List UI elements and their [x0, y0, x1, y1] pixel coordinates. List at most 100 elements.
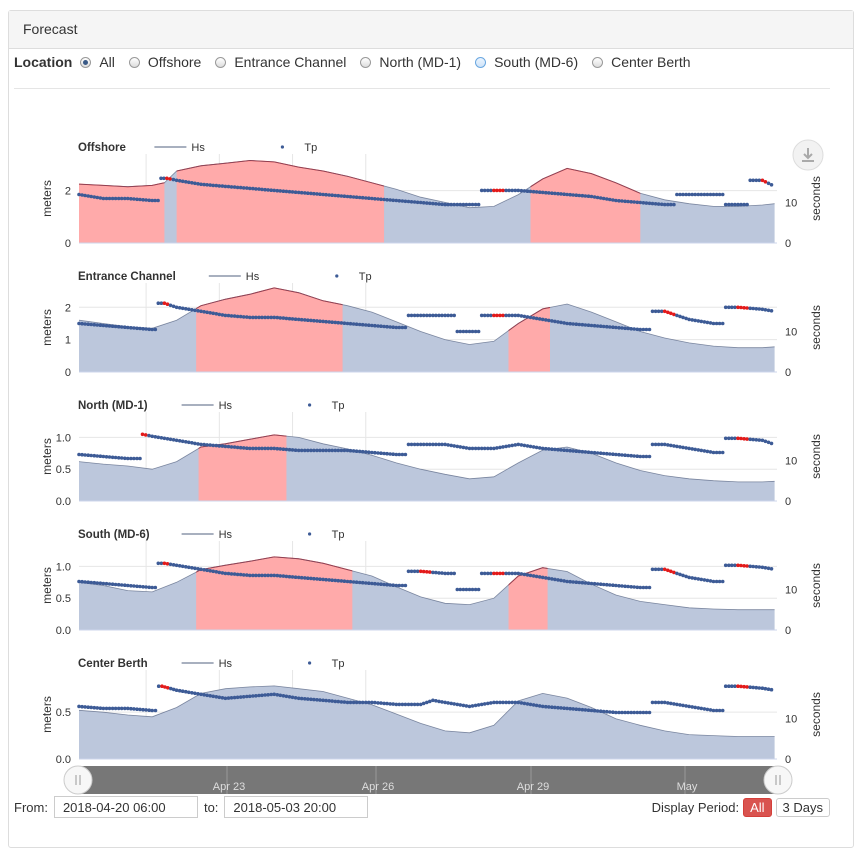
chart-3-tp-point	[263, 573, 267, 578]
from-date-input[interactable]	[53, 796, 198, 818]
chart-1-tp-point	[641, 327, 646, 332]
chart-1-tp-point	[595, 324, 600, 328]
chart-3-tp-point	[684, 574, 688, 579]
chart-3-tp-point	[220, 571, 225, 575]
chart-3-tp-point	[312, 576, 316, 581]
chart-3-tp-point	[769, 567, 774, 571]
chart-3-tp-point	[632, 585, 636, 589]
chart-2-tp-point	[754, 438, 759, 442]
chart-3-tp-point	[656, 567, 661, 572]
chart-2-tp-point	[544, 446, 548, 451]
navigator-right-handle[interactable]	[763, 765, 793, 795]
location-radio-north[interactable]: North (MD-1)	[360, 54, 461, 70]
chart-1-tp-point	[635, 327, 640, 332]
chart-2-tp-point	[373, 450, 377, 455]
chart-3-tp-point	[696, 577, 701, 581]
period-3days-button[interactable]: 3 Days	[775, 797, 830, 817]
chart-4-tp-point	[467, 704, 472, 709]
chart-2-tp-point	[180, 439, 185, 444]
chart-3-tp-point	[544, 576, 548, 580]
chart-3-tp-point	[184, 565, 188, 569]
chart-4-tp-point	[699, 706, 704, 711]
location-radio-offshore[interactable]: Offshore	[128, 54, 201, 70]
chart-1-tp-point	[248, 315, 252, 320]
chart-4-tp-point	[595, 709, 600, 713]
chart-4-tp-point	[498, 700, 502, 705]
chart-0-tp-point	[720, 192, 725, 197]
chart-3-tp-point	[321, 577, 325, 582]
chart-0-tp-point	[486, 188, 490, 193]
chart-2-tp-point	[482, 446, 487, 451]
export-button[interactable]	[792, 139, 824, 171]
chart-1-tp-point	[757, 307, 762, 311]
chart-4-tp-point	[318, 698, 322, 702]
chart-0-tp-point	[312, 191, 316, 196]
location-radio-entrance-channel[interactable]: Entrance Channel	[215, 54, 346, 70]
chart-3-tp-point	[80, 579, 84, 584]
chart-1-hs-line	[78, 287, 775, 349]
chart-2-tp-point	[129, 456, 133, 461]
chart-2-tp-point	[123, 456, 127, 461]
chart-1-tp-point	[583, 323, 588, 327]
chart-4-tp-point	[470, 704, 475, 708]
chart-2-tp-point	[708, 450, 713, 454]
chart-2-tp-point	[598, 451, 603, 456]
chart-1-tp-point	[638, 327, 643, 332]
chart-0-tp-point	[739, 202, 743, 207]
chart-1-tp-point	[580, 322, 585, 327]
chart-3-tp-point	[635, 585, 640, 590]
chart-0-tp-point	[412, 200, 417, 204]
chart-3-tp-point	[473, 587, 478, 592]
chart-2-tp-point	[431, 442, 435, 447]
radio-center-indicator[interactable]	[592, 56, 604, 68]
radio-entrance-indicator[interactable]	[215, 56, 227, 68]
radio-center-label: Center Berth	[611, 54, 691, 70]
chart-1-tp-point	[327, 320, 332, 324]
chart-0-tp-point	[562, 192, 566, 196]
chart-4-tp-point	[278, 693, 283, 698]
chart-0-tp-point	[605, 197, 609, 201]
chart-4-tp-point	[336, 699, 341, 704]
chart-4-tp-point	[257, 693, 261, 698]
chart-4-tp-point	[623, 710, 627, 715]
radio-south-indicator[interactable]	[475, 56, 487, 68]
chart-2-tp-point	[568, 448, 572, 453]
chart-4-tp-point	[675, 702, 679, 707]
chart-0-exceed-area	[176, 160, 385, 243]
location-radio-center-berth[interactable]: Center Berth	[592, 54, 691, 70]
chart-3-tp-point	[708, 579, 713, 583]
chart-0-tp-point	[318, 192, 322, 196]
chart-1-tp-point	[544, 318, 548, 322]
chart-3-tp-point	[403, 583, 408, 588]
chart-2-ylabel: meters	[40, 438, 54, 475]
location-radio-south[interactable]: South (MD-6)	[475, 54, 578, 70]
chart-1-tp-point	[275, 315, 280, 320]
chart-0-tp-point	[345, 194, 350, 199]
chart-2-tp-point	[241, 446, 246, 450]
chart-4-tp-point	[211, 694, 215, 699]
chart-0-exceed-area	[530, 168, 641, 243]
chart-3-tp-point	[382, 582, 386, 587]
chart-2-tp-point	[95, 454, 100, 458]
navigator-left-handle[interactable]	[63, 765, 93, 795]
radio-all-indicator[interactable]	[80, 56, 92, 68]
chart-1-tp-point	[717, 321, 722, 326]
chart-0-tp-point	[534, 190, 539, 194]
chart-2-tp-point	[473, 446, 478, 451]
chart-3-tp-point	[272, 573, 277, 578]
chart-2-tp-point	[385, 451, 389, 456]
chart-1-tp-point	[528, 315, 533, 320]
chart-0-tp-point	[290, 190, 295, 194]
chart-3-tp-point	[720, 579, 725, 584]
chart-4-tp-point	[306, 697, 310, 701]
radio-north-indicator[interactable]	[360, 56, 372, 68]
period-all-button[interactable]: All	[743, 797, 772, 817]
chart-2-tp-point	[232, 445, 237, 449]
location-radio-all[interactable]: All	[80, 54, 115, 70]
chart-4-tp-point	[510, 700, 514, 705]
chart-4-tp-point	[309, 697, 313, 702]
chart-0-tp-point	[577, 193, 582, 198]
to-date-input[interactable]	[224, 796, 369, 818]
radio-offshore-indicator[interactable]	[128, 56, 140, 68]
chart-2-tp-point	[452, 444, 457, 448]
